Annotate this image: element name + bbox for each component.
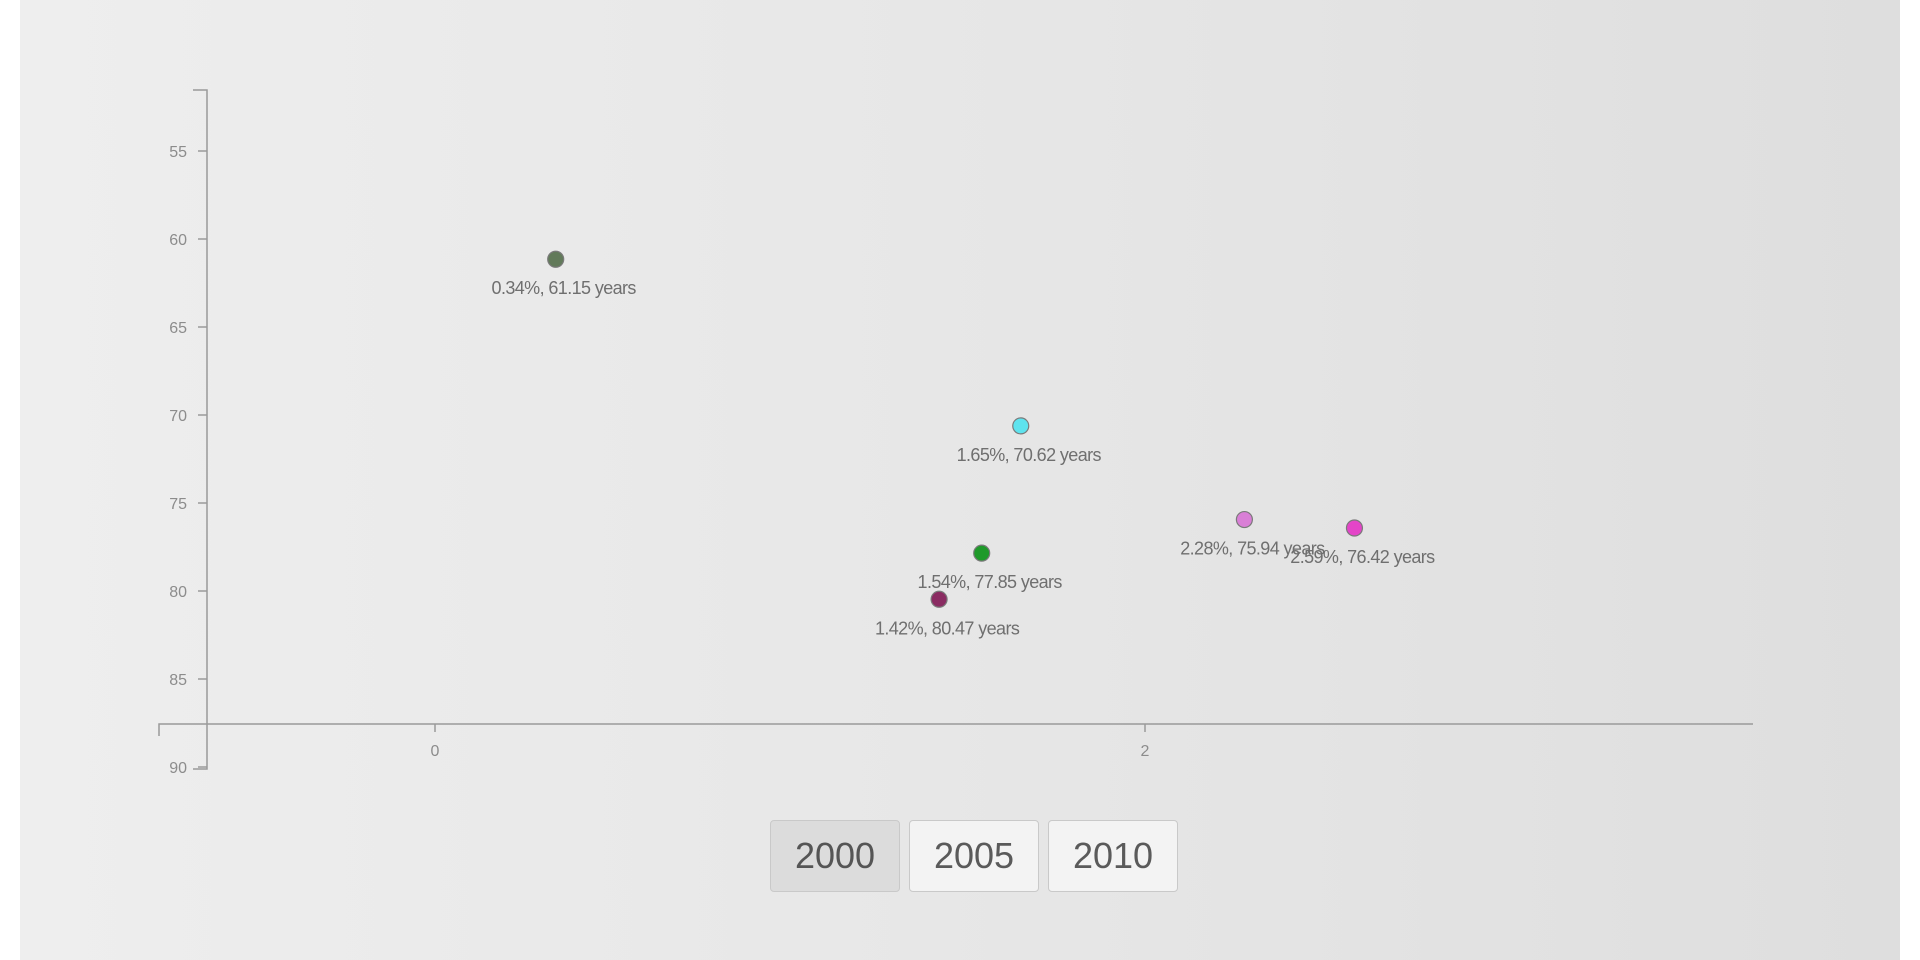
year-button-2000[interactable]: 2000 [770, 820, 900, 892]
y-tick-label: 90 [169, 760, 187, 777]
y-tick-label: 65 [169, 320, 187, 337]
data-point[interactable] [1345, 519, 1364, 537]
y-tick-label: 55 [169, 144, 187, 161]
data-point[interactable] [930, 590, 948, 608]
data-point[interactable] [547, 250, 565, 268]
year-button-2010[interactable]: 2010 [1048, 820, 1178, 892]
data-point[interactable] [1235, 510, 1254, 529]
y-tick-label: 70 [169, 408, 187, 425]
data-label: 1.42%, 80.47 years [875, 618, 1020, 638]
point-labels-layer: 0.34%, 61.15 years 1.65%, 70.62 years 1.54… [492, 278, 1436, 638]
y-axis-line [193, 89, 208, 770]
year-button-2005[interactable]: 2005 [909, 820, 1039, 892]
x-tick-label: 2 [1141, 743, 1150, 760]
y-tick-label: 60 [169, 232, 187, 249]
y-tick-label: 85 [169, 672, 187, 689]
data-point[interactable] [973, 544, 991, 562]
x-axis-line [158, 723, 1753, 736]
y-axis: 55 60 65 70 75 80 85 90 [169, 89, 208, 777]
data-label: 2.28%, 75.94 years [1180, 539, 1325, 559]
x-tick-label: 0 [431, 743, 440, 760]
data-label: 0.34%, 61.15 years [492, 278, 637, 298]
data-label: 1.54%, 77.85 years [918, 572, 1063, 592]
data-label: 1.65%, 70.62 years [957, 445, 1102, 465]
year-selector: 2000 2005 2010 [770, 820, 1178, 892]
data-point[interactable] [1012, 417, 1030, 435]
data-label: 2.59%, 76.42 years [1290, 547, 1435, 567]
y-tick-label: 80 [169, 584, 187, 601]
points-layer [547, 250, 1364, 608]
y-tick-label: 75 [169, 496, 187, 513]
